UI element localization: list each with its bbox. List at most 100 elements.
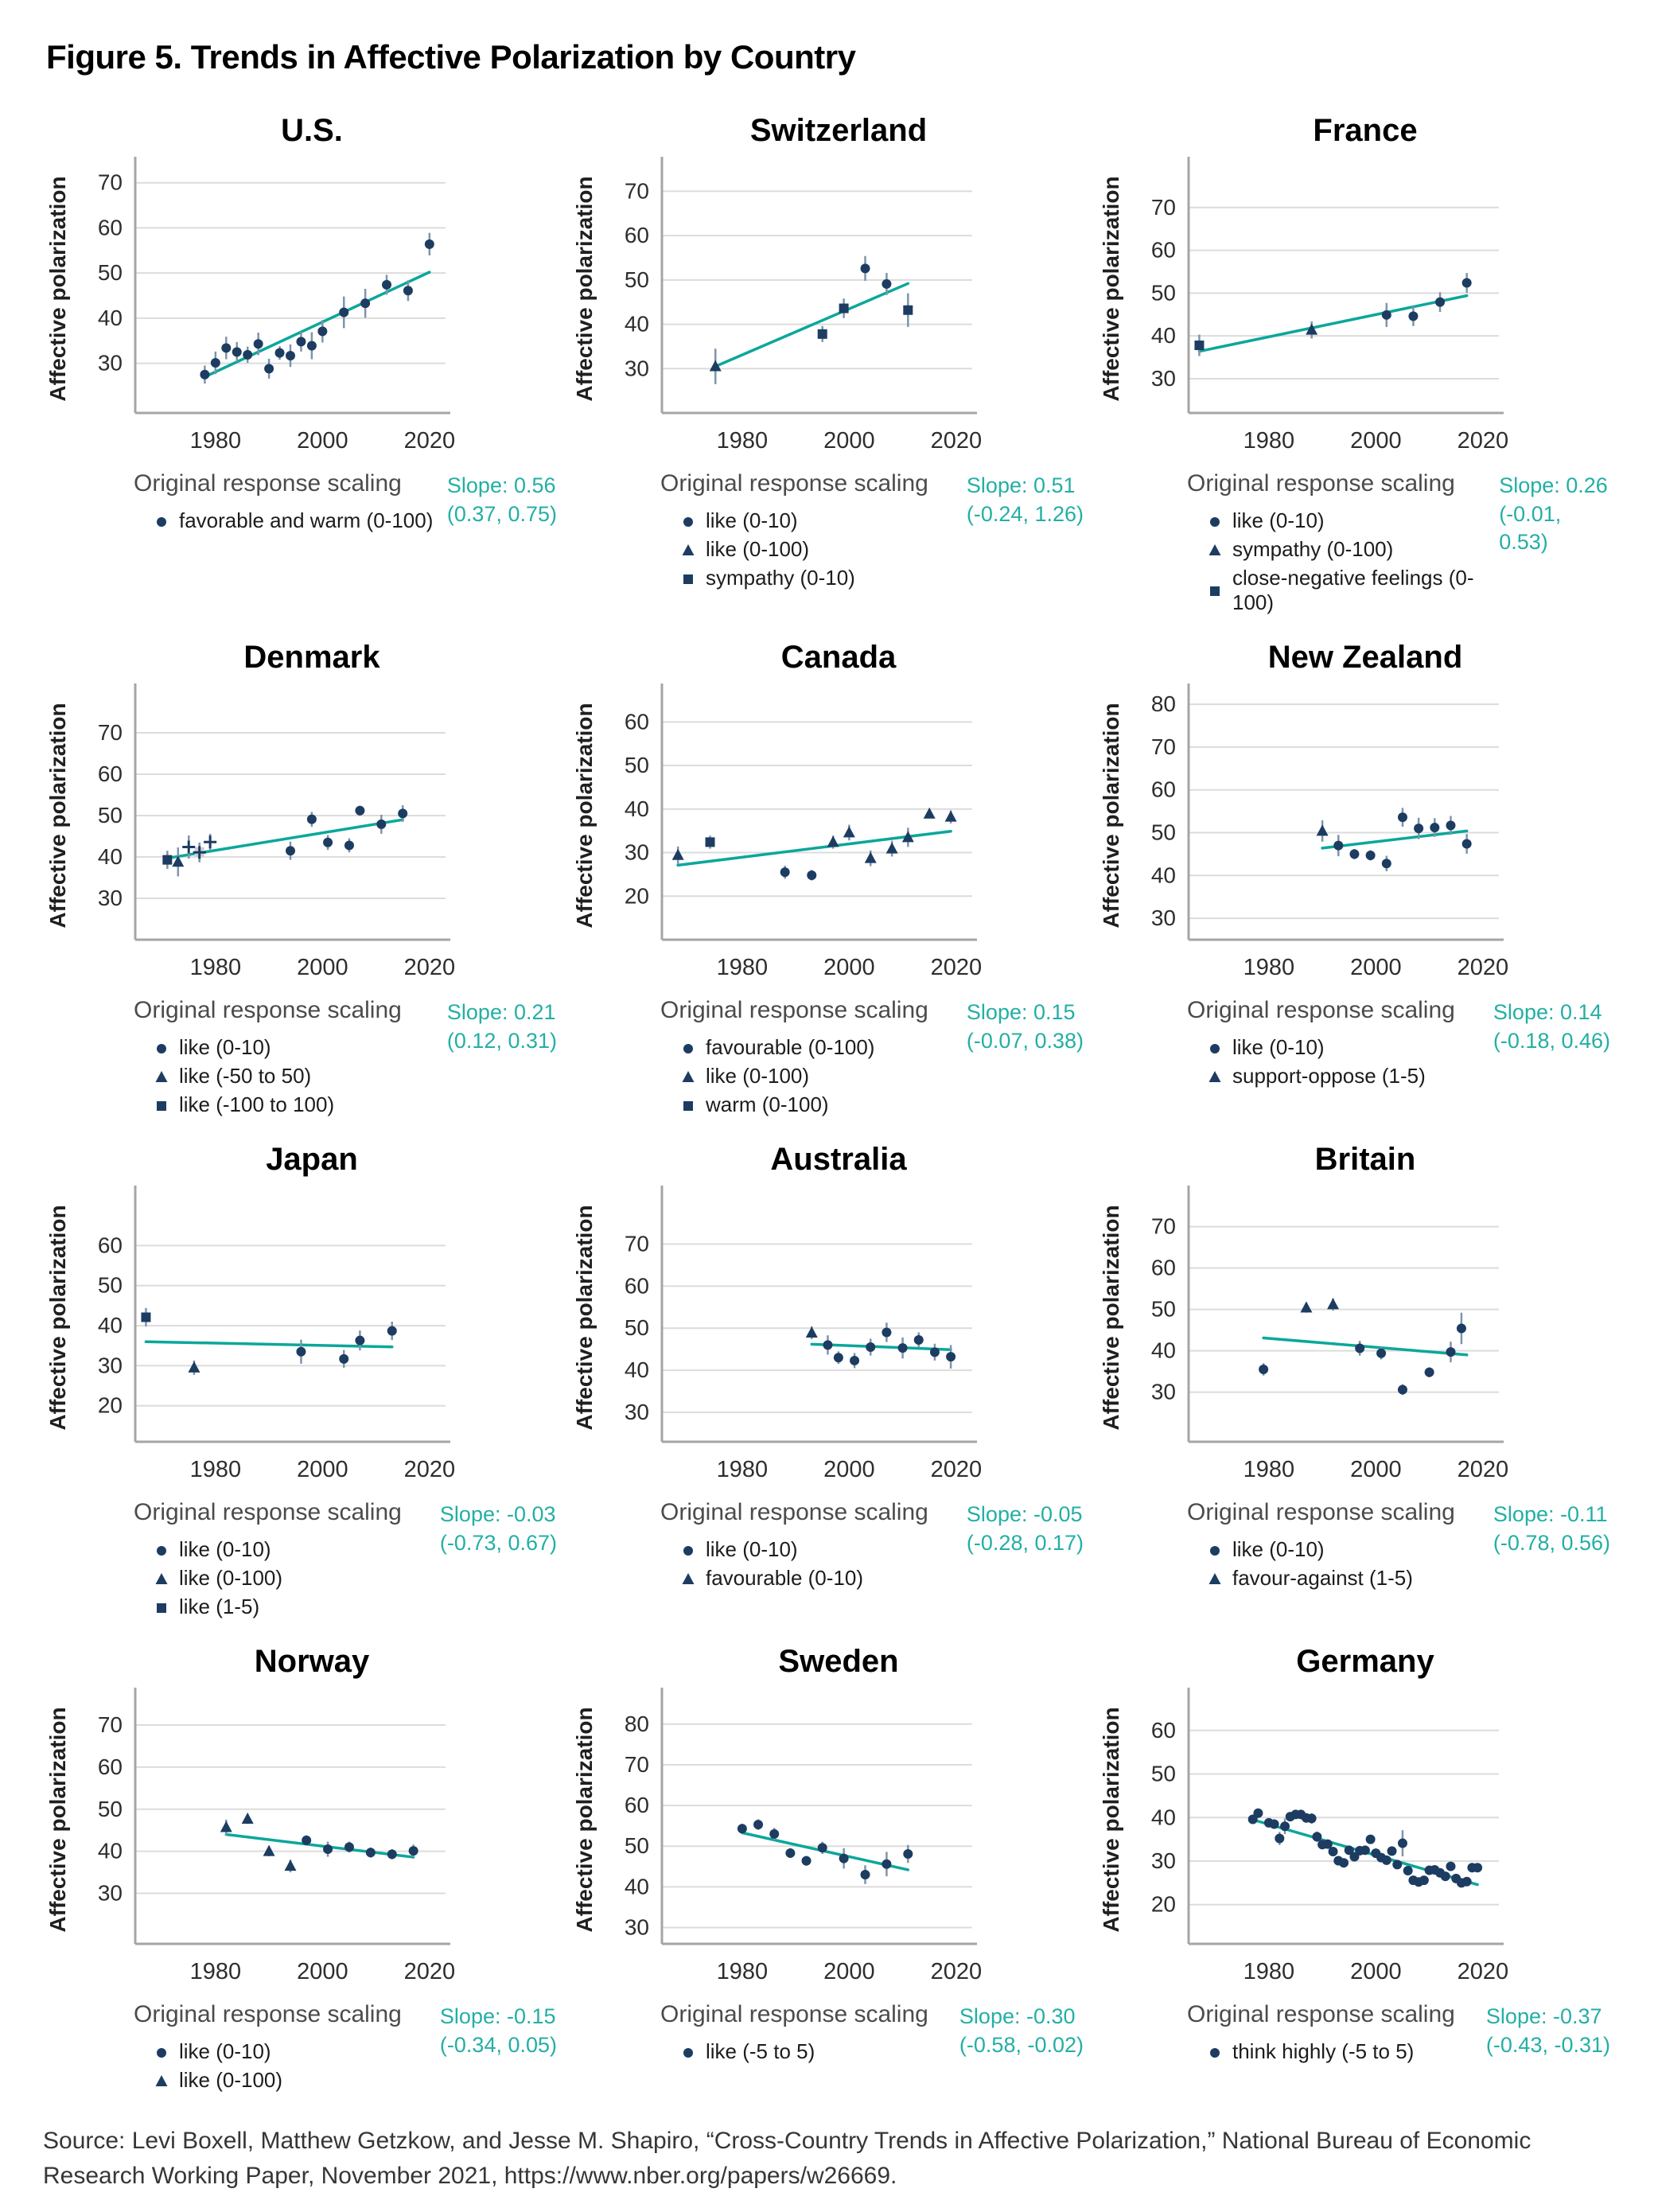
legend-item-label: support-oppose (1-5) bbox=[1232, 1064, 1426, 1088]
data-point bbox=[1210, 2047, 1220, 2058]
data-point bbox=[780, 867, 790, 878]
slope-ci-label: (0.12, 0.31) bbox=[446, 1028, 557, 1053]
chart-svg: 30 40 50 60 70 80 1980 2000 2020 Affective polari… bbox=[572, 1688, 982, 1984]
y-axis-tick-label: 40 bbox=[625, 1874, 649, 1899]
x-axis-tick-label: 2020 bbox=[931, 1457, 983, 1482]
slope-annotation: Slope: 0.21 (0.12, 0.31) bbox=[447, 997, 557, 1055]
data-point bbox=[221, 343, 232, 353]
panel-u-s: U.S. 30 40 50 60 70 1980 2000 2020 Affective pola… bbox=[41, 113, 568, 619]
data-point bbox=[683, 516, 693, 527]
trend-line bbox=[714, 282, 910, 368]
data-point bbox=[1210, 1545, 1220, 1556]
data-point bbox=[286, 350, 295, 360]
x-axis-tick-label: 2020 bbox=[404, 1457, 456, 1482]
legend-item-label: like (0-10) bbox=[179, 2039, 271, 2063]
legend: Original response scaling like (0-10) symp… bbox=[1187, 470, 1499, 619]
slope-ci-label: (-0.73, 0.67) bbox=[439, 1530, 557, 1555]
y-axis-title: Affective polarization bbox=[572, 1205, 597, 1430]
data-point bbox=[769, 1828, 780, 1839]
chart-svg: 30 40 50 60 70 1980 2000 2020 Affective polariza… bbox=[45, 1688, 456, 1984]
data-point bbox=[1446, 820, 1456, 831]
y-axis-title: Affective polarization bbox=[45, 703, 70, 928]
data-point bbox=[344, 1842, 354, 1852]
data-point bbox=[683, 1545, 693, 1556]
slope-ci-label: (0.37, 0.75) bbox=[446, 501, 557, 526]
data-point bbox=[182, 840, 196, 854]
slope-label: Slope: 0.15 bbox=[966, 1000, 1076, 1024]
legend-item: support-oppose (1-5) bbox=[1206, 1064, 1455, 1088]
circle-marker-icon bbox=[683, 2047, 693, 2058]
data-point bbox=[387, 1326, 397, 1336]
data-point bbox=[286, 846, 295, 856]
triangle-marker-icon bbox=[1208, 1070, 1221, 1082]
data-point bbox=[1360, 1845, 1370, 1856]
chart-svg: 20 30 40 50 60 1980 2000 2020 Affective polariza… bbox=[45, 1186, 456, 1482]
y-axis-tick-label: 40 bbox=[625, 312, 649, 337]
legend: Original response scaling like (0-10) like… bbox=[134, 1499, 402, 1623]
y-axis-tick-label: 60 bbox=[625, 223, 649, 247]
circle-marker-icon bbox=[683, 1545, 693, 1556]
data-point bbox=[1300, 1301, 1313, 1313]
data-point bbox=[1419, 1875, 1429, 1886]
legend-items: like (-5 to 5) bbox=[660, 2039, 928, 2064]
data-point bbox=[204, 835, 217, 849]
legend-header: Original response scaling bbox=[134, 2001, 402, 2027]
legend-item-label: like (0-100) bbox=[179, 1566, 283, 1590]
legend-header: Original response scaling bbox=[134, 997, 402, 1023]
data-point bbox=[1269, 1819, 1279, 1829]
y-axis-tick-label: 60 bbox=[625, 1273, 649, 1298]
legend-row: Original response scaling favourable (0-1… bbox=[568, 997, 1084, 1121]
y-axis-tick-label: 60 bbox=[625, 709, 649, 734]
x-axis-tick-label: 1980 bbox=[717, 955, 769, 980]
x-axis-tick-label: 1980 bbox=[717, 1457, 769, 1482]
legend-item-label: like (0-10) bbox=[706, 508, 798, 532]
data-point bbox=[155, 2074, 168, 2086]
data-point bbox=[296, 1346, 306, 1357]
legend-item-label: favour-against (1-5) bbox=[1232, 1566, 1413, 1590]
data-point bbox=[682, 1572, 695, 1584]
slope-annotation: Slope: -0.11 (-0.78, 0.56) bbox=[1493, 1499, 1610, 1557]
data-point bbox=[671, 848, 684, 860]
legend-item: like (0-10) bbox=[153, 1537, 402, 1562]
y-axis-tick-label: 70 bbox=[625, 178, 649, 203]
x-axis-tick-label: 2000 bbox=[297, 1457, 348, 1482]
legend-row: Original response scaling like (0-10) like… bbox=[41, 997, 557, 1121]
data-point bbox=[1424, 1367, 1434, 1377]
panel-title: Denmark bbox=[243, 640, 380, 675]
y-axis-tick-label: 60 bbox=[98, 1754, 123, 1779]
chart-svg: 30 40 50 60 70 1980 2000 2020 Affective polariza… bbox=[45, 683, 455, 980]
y-axis-tick-label: 70 bbox=[1151, 1214, 1176, 1239]
slope-annotation: Slope: -0.37 (-0.43, -0.31) bbox=[1486, 2001, 1610, 2059]
slope-label: Slope: -0.03 bbox=[439, 1502, 556, 1526]
y-axis-tick-label: 40 bbox=[98, 1313, 123, 1338]
x-axis-tick-label: 2020 bbox=[1458, 1457, 1509, 1482]
x-axis-tick-label: 1980 bbox=[717, 428, 769, 454]
data-point bbox=[264, 364, 274, 374]
y-axis-tick-label: 30 bbox=[98, 1881, 123, 1906]
data-point bbox=[882, 1327, 892, 1338]
panel-title: New Zealand bbox=[1267, 640, 1463, 675]
circle-marker-icon bbox=[1210, 516, 1220, 527]
legend-row: Original response scaling like (0-10) like… bbox=[41, 2001, 557, 2097]
chart-svg: 20 30 40 50 60 1980 2000 2020 Affective polariza… bbox=[572, 683, 982, 980]
data-point bbox=[885, 842, 898, 854]
legend-item: like (0-10) bbox=[153, 1035, 402, 1060]
slope-label: Slope: 0.26 bbox=[1499, 473, 1608, 497]
legend-item-label: like (-50 to 50) bbox=[179, 1064, 312, 1088]
legend-item-label: sympathy (0-100) bbox=[1232, 537, 1394, 561]
data-point bbox=[833, 1353, 843, 1363]
y-axis-tick-label: 50 bbox=[625, 1833, 649, 1858]
y-axis-tick-label: 60 bbox=[98, 761, 123, 786]
x-axis-tick-label: 2020 bbox=[404, 1959, 456, 1984]
data-point bbox=[709, 360, 722, 372]
data-point bbox=[923, 807, 936, 819]
data-point bbox=[1355, 1343, 1365, 1353]
legend-header: Original response scaling bbox=[134, 470, 402, 497]
x-axis-tick-label: 2020 bbox=[1458, 428, 1509, 454]
data-point bbox=[1210, 516, 1220, 527]
y-axis-title: Affective polarization bbox=[1099, 176, 1123, 401]
panel-germany: Germany 20 30 40 50 60 1980 2000 2020 Affective p… bbox=[1095, 1644, 1621, 2097]
legend-header: Original response scaling bbox=[1187, 470, 1455, 497]
y-axis-tick-label: 80 bbox=[625, 1712, 649, 1736]
data-point bbox=[705, 837, 715, 847]
